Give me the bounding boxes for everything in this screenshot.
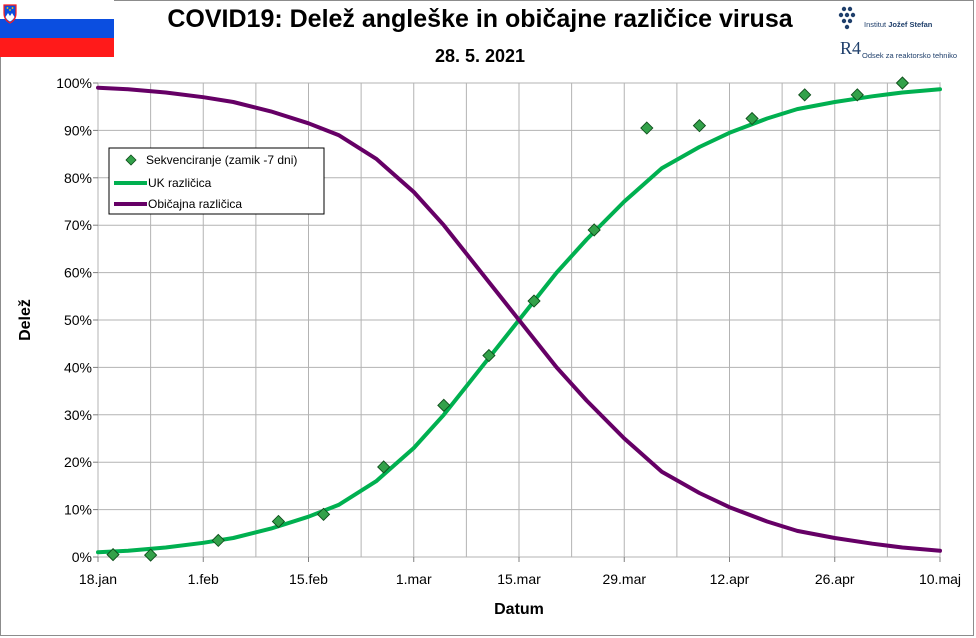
- r4-logo-mark: R4: [840, 38, 862, 58]
- ijs-logo-institut: Institut: [864, 20, 889, 29]
- ijs-logo-name: Jožef Stefan: [888, 20, 933, 29]
- chart-subtitle: 28. 5. 2021: [434, 46, 526, 66]
- r4-logo: R4 Odsek za reaktorsko tehniko: [838, 38, 974, 62]
- ijs-logo-text: Institut Jožef Stefan: [864, 20, 932, 29]
- slovenia-flag-icon: [0, 0, 114, 57]
- r4-logo-text: Odsek za reaktorsko tehniko: [862, 51, 958, 60]
- chart-title: COVID19: Delež angleške in običajne razl…: [167, 5, 793, 33]
- ijs-dots-icon: [838, 6, 856, 30]
- ijs-logo: Institut Jožef Stefan: [838, 6, 970, 34]
